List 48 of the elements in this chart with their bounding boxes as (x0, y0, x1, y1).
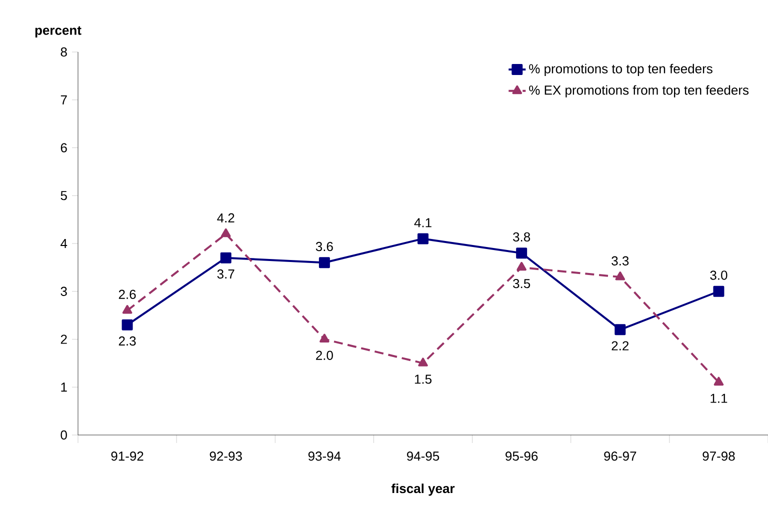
y-tick-label: 4 (60, 239, 68, 248)
data-label: 2.0 (316, 350, 333, 360)
point (220, 228, 231, 238)
y-tick-label: 5 (60, 191, 67, 200)
y-tick-label: 3 (60, 286, 67, 296)
legend-label: % promotions to top ten feeders (529, 64, 712, 76)
y-tick-label: 6 (60, 143, 67, 152)
point (418, 358, 428, 366)
point (614, 324, 626, 336)
point (122, 305, 132, 314)
data-label: 3.3 (612, 256, 629, 266)
data-label: 3.8 (513, 232, 530, 242)
data-label: 3.0 (710, 270, 728, 280)
data-label: 1.5 (414, 374, 432, 384)
point (516, 248, 528, 259)
point (615, 272, 626, 280)
data-label: 3.5 (513, 278, 530, 288)
x-tick-label: 91-92 (111, 452, 144, 461)
point (220, 252, 232, 264)
y-axis-title: percent (35, 26, 82, 38)
data-label: 2.3 (118, 336, 136, 346)
data-label: 1.1 (710, 394, 728, 403)
legend-label: % EX promotions from top ten feeders (529, 85, 749, 98)
y-tick-label: 1 (61, 382, 67, 392)
point (320, 334, 330, 342)
x-tick-label: 94-95 (406, 452, 440, 461)
x-tick-label: 92-93 (210, 452, 242, 461)
y-tick-label: 8 (60, 47, 67, 57)
point (714, 376, 724, 386)
point (516, 262, 526, 271)
data-label: 3.7 (217, 269, 234, 279)
x-tick-label: 96-97 (604, 452, 636, 461)
point (418, 233, 429, 244)
data-label: 3.6 (316, 242, 333, 252)
data-label: 2.6 (118, 290, 136, 299)
point (122, 319, 133, 330)
data-label: 4.1 (414, 218, 432, 228)
x-tick-label: 95-96 (506, 452, 538, 461)
x-axis-title: fiscal year (391, 484, 455, 496)
y-tick-label: 2 (60, 334, 67, 344)
x-tick-label: 97-98 (702, 452, 735, 461)
point (713, 286, 724, 297)
data-label: 4.2 (217, 213, 234, 222)
point (318, 257, 330, 268)
x-tick-label: 93-94 (308, 452, 341, 461)
data-label: 2.2 (612, 341, 629, 350)
y-tick-label: 7 (60, 95, 67, 104)
y-tick-label: 0 (60, 430, 67, 440)
